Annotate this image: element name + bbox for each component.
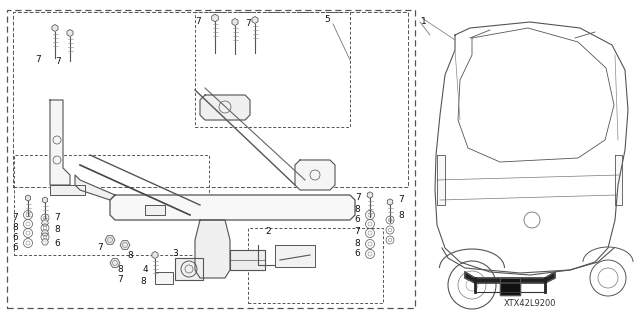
- Polygon shape: [465, 272, 555, 283]
- Bar: [14, 155, 209, 255]
- Polygon shape: [252, 17, 258, 24]
- Bar: [248, 228, 383, 303]
- Bar: [195, 12, 350, 127]
- Text: 5: 5: [324, 16, 330, 25]
- Polygon shape: [110, 259, 120, 267]
- Polygon shape: [75, 175, 115, 200]
- Text: 7: 7: [195, 18, 201, 26]
- Text: 8: 8: [12, 224, 18, 233]
- Polygon shape: [230, 250, 265, 270]
- Bar: [7, 10, 415, 308]
- Polygon shape: [120, 241, 130, 249]
- Text: 8: 8: [54, 226, 60, 234]
- Polygon shape: [42, 239, 49, 245]
- Text: 7: 7: [354, 227, 360, 236]
- Polygon shape: [42, 230, 49, 236]
- Text: 7: 7: [35, 56, 41, 64]
- Bar: [13, 12, 408, 187]
- Text: 7: 7: [97, 243, 103, 253]
- Text: 7: 7: [117, 276, 123, 285]
- Text: 6: 6: [354, 216, 360, 225]
- Text: 8: 8: [127, 250, 133, 259]
- Polygon shape: [437, 155, 445, 205]
- Polygon shape: [295, 160, 335, 190]
- Text: 3: 3: [172, 249, 178, 257]
- Polygon shape: [145, 205, 165, 215]
- Text: 7: 7: [55, 57, 61, 66]
- Polygon shape: [105, 236, 115, 244]
- Text: 4: 4: [142, 265, 148, 275]
- Text: 7: 7: [398, 196, 404, 204]
- Polygon shape: [387, 199, 393, 205]
- Bar: [155, 272, 173, 284]
- Text: 7: 7: [245, 19, 251, 28]
- Text: 6: 6: [54, 239, 60, 248]
- Polygon shape: [52, 25, 58, 32]
- Polygon shape: [500, 278, 520, 295]
- Polygon shape: [200, 95, 250, 120]
- Polygon shape: [110, 195, 355, 220]
- Text: 8: 8: [398, 211, 404, 219]
- Polygon shape: [42, 197, 47, 203]
- Text: 6: 6: [12, 234, 18, 242]
- Text: 8: 8: [354, 240, 360, 249]
- Bar: [175, 258, 203, 280]
- Polygon shape: [42, 220, 49, 226]
- Text: 8: 8: [117, 265, 123, 275]
- Text: 7: 7: [12, 213, 18, 222]
- Polygon shape: [212, 14, 218, 22]
- Polygon shape: [67, 29, 73, 36]
- Text: 8: 8: [354, 205, 360, 214]
- Text: 6: 6: [354, 249, 360, 258]
- Text: 2: 2: [265, 227, 271, 236]
- Bar: [275, 245, 315, 267]
- Polygon shape: [50, 185, 85, 195]
- Text: 8: 8: [140, 278, 146, 286]
- Polygon shape: [26, 195, 31, 201]
- Polygon shape: [195, 220, 230, 278]
- Polygon shape: [367, 192, 372, 198]
- Polygon shape: [152, 251, 158, 258]
- Text: 7: 7: [54, 213, 60, 222]
- Text: XTX42L9200: XTX42L9200: [504, 299, 556, 308]
- Text: 1: 1: [421, 18, 427, 26]
- Text: 7: 7: [355, 194, 361, 203]
- Text: 6: 6: [12, 243, 18, 253]
- Polygon shape: [232, 19, 238, 26]
- Polygon shape: [615, 155, 622, 205]
- Polygon shape: [50, 100, 70, 185]
